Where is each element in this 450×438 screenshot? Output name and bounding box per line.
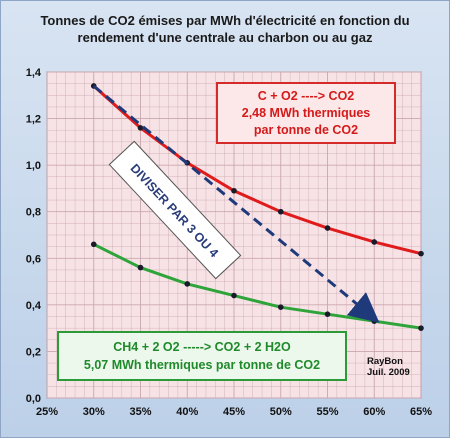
coal-annotation: C + O2 ----> CO2 2,48 MWh thermiques par…: [216, 82, 396, 144]
series-line-0: [92, 84, 422, 256]
y-tick-label: 0,4: [26, 300, 42, 312]
arrow-line: [92, 84, 380, 323]
y-tick-label: 0,8: [26, 207, 41, 219]
x-tick-label: 25%: [36, 406, 58, 418]
divide-label-rect: [108, 140, 242, 280]
coal-energy: 2,48 MWh thermiques: [241, 106, 371, 120]
y-tick-label: 1,2: [26, 114, 41, 126]
data-point: [137, 264, 144, 271]
y-axis: 0,0 0,2 0,4 0,6 0,8 1,0 1,2 1,4: [26, 67, 42, 405]
data-point: [277, 304, 284, 310]
x-tick-label: 55%: [316, 406, 338, 418]
x-tick-label: 50%: [270, 406, 292, 418]
author-name: RayBon: [367, 356, 403, 367]
x-tick-label: 45%: [223, 406, 245, 418]
data-point: [90, 241, 97, 248]
gas-annotation: CH4 + 2 O2 -----> CO2 + 2 H2O 5,07 MWh t…: [57, 331, 347, 381]
data-point: [231, 187, 237, 194]
data-point: [324, 311, 331, 317]
gas-energy: 5,07 MWh thermiques par tonne de CO2: [83, 358, 321, 372]
coal-unit: par tonne de CO2: [253, 123, 359, 137]
trend-arrow: [92, 84, 380, 323]
y-tick-label: 1,0: [26, 160, 41, 172]
data-point: [371, 318, 378, 324]
data-point: [184, 281, 191, 287]
x-tick-label: 65%: [410, 406, 432, 418]
data-point: [418, 250, 424, 257]
x-tick-label: 40%: [176, 406, 198, 418]
author-credit: RayBon Juil. 2009: [367, 356, 417, 378]
gas-equation: CH4 + 2 O2 -----> CO2 + 2 H2O: [113, 340, 291, 354]
data-point: [418, 325, 424, 331]
y-tick-label: 0,6: [26, 253, 41, 265]
x-axis: 25% 30% 35% 40% 45% 50% 55% 60% 65%: [36, 406, 432, 418]
y-tick-label: 0,2: [26, 346, 41, 358]
coal-equation: C + O2 ----> CO2: [257, 89, 355, 103]
x-tick-label: 60%: [363, 406, 385, 418]
data-point: [324, 225, 331, 231]
x-tick-label: 35%: [129, 406, 151, 418]
x-tick-label: 30%: [83, 406, 105, 418]
data-point: [371, 239, 378, 245]
data-point: [137, 125, 144, 131]
y-tick-label: 0,0: [26, 393, 41, 405]
author-date: Juil. 2009: [367, 367, 410, 378]
y-tick-label: 1,4: [26, 67, 42, 79]
data-point: [231, 292, 237, 299]
data-point: [277, 208, 284, 215]
chart-title: Tonnes de CO2 émises par MWh d'électrici…: [40, 13, 410, 45]
